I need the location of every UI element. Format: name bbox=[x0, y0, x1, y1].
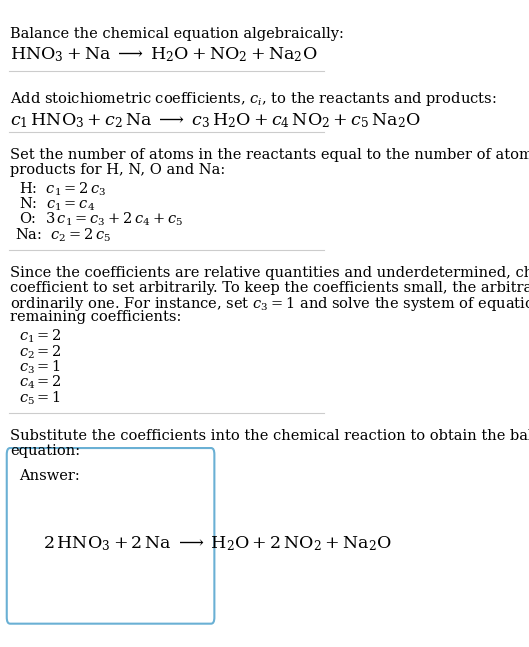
Text: Add stoichiometric coefficients, $c_i$, to the reactants and products:: Add stoichiometric coefficients, $c_i$, … bbox=[10, 91, 496, 109]
Text: Answer:: Answer: bbox=[19, 469, 79, 483]
Text: $c_1 = 2$: $c_1 = 2$ bbox=[19, 328, 61, 345]
Text: O:  $3\,c_1 = c_3 + 2\,c_4 + c_5$: O: $3\,c_1 = c_3 + 2\,c_4 + c_5$ bbox=[19, 211, 183, 228]
Text: $c_5 = 1$: $c_5 = 1$ bbox=[19, 389, 61, 407]
Text: Since the coefficients are relative quantities and underdetermined, choose a: Since the coefficients are relative quan… bbox=[10, 266, 529, 280]
FancyBboxPatch shape bbox=[7, 448, 214, 624]
Text: Set the number of atoms in the reactants equal to the number of atoms in the: Set the number of atoms in the reactants… bbox=[10, 148, 529, 162]
Text: coefficient to set arbitrarily. To keep the coefficients small, the arbitrary va: coefficient to set arbitrarily. To keep … bbox=[10, 281, 529, 295]
Text: products for H, N, O and Na:: products for H, N, O and Na: bbox=[10, 162, 225, 177]
Text: $c_4 = 2$: $c_4 = 2$ bbox=[19, 374, 61, 391]
Text: $c_3 = 1$: $c_3 = 1$ bbox=[19, 358, 61, 376]
Text: $2\, \mathrm{HNO_3} + 2\, \mathrm{Na} \;\longrightarrow\; \mathrm{H_2O} + 2\, \m: $2\, \mathrm{HNO_3} + 2\, \mathrm{Na} \;… bbox=[43, 534, 392, 553]
Text: N:  $c_1 = c_4$: N: $c_1 = c_4$ bbox=[19, 196, 95, 213]
Text: $\mathrm{HNO_3 + Na \;\longrightarrow\; H_2O + NO_2 + Na_2O}$: $\mathrm{HNO_3 + Na \;\longrightarrow\; … bbox=[10, 46, 317, 65]
Text: Substitute the coefficients into the chemical reaction to obtain the balanced: Substitute the coefficients into the che… bbox=[10, 429, 529, 443]
Text: equation:: equation: bbox=[10, 444, 80, 457]
Text: $c_1\, \mathrm{HNO_3} + c_2\, \mathrm{Na} \;\longrightarrow\; c_3\, \mathrm{H_2O: $c_1\, \mathrm{HNO_3} + c_2\, \mathrm{Na… bbox=[10, 111, 421, 129]
Text: remaining coefficients:: remaining coefficients: bbox=[10, 310, 181, 324]
Text: Balance the chemical equation algebraically:: Balance the chemical equation algebraica… bbox=[10, 27, 344, 41]
Text: Na:  $c_2 = 2\,c_5$: Na: $c_2 = 2\,c_5$ bbox=[14, 226, 111, 244]
Text: H:  $c_1 = 2\,c_3$: H: $c_1 = 2\,c_3$ bbox=[19, 181, 106, 198]
Text: ordinarily one. For instance, set $c_3 = 1$ and solve the system of equations fo: ordinarily one. For instance, set $c_3 =… bbox=[10, 296, 529, 313]
Text: $c_2 = 2$: $c_2 = 2$ bbox=[19, 344, 61, 360]
